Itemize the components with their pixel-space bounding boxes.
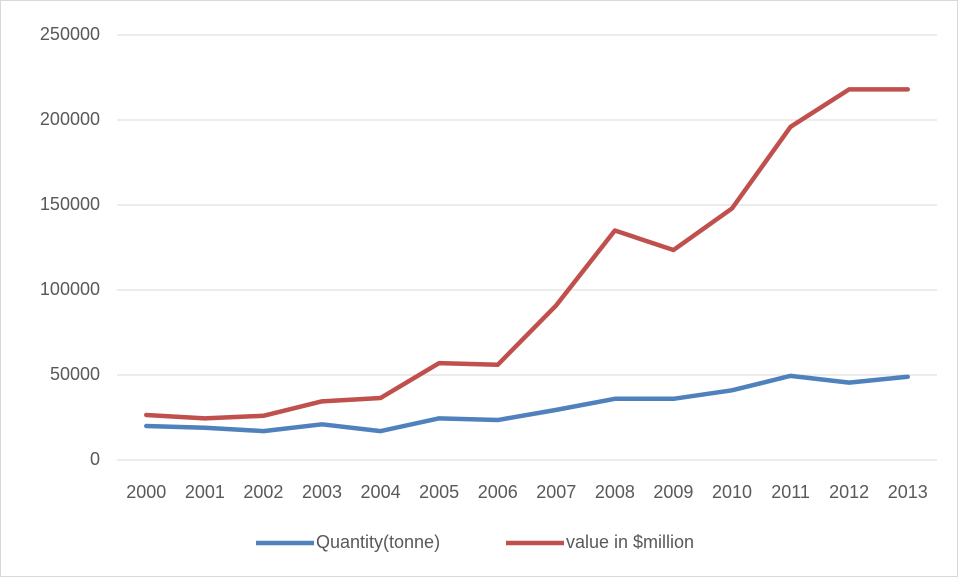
- y-tick-label: 0: [90, 449, 100, 469]
- x-tick-label: 2000: [126, 482, 166, 502]
- x-tick-label: 2003: [302, 482, 342, 502]
- x-tick-label: 2010: [712, 482, 752, 502]
- x-tick-label: 2007: [536, 482, 576, 502]
- legend-label: Quantity(tonne): [316, 532, 440, 552]
- legend-label: value in $million: [566, 532, 694, 552]
- x-tick-label: 2012: [829, 482, 869, 502]
- y-tick-label: 200000: [40, 109, 100, 129]
- x-tick-label: 2013: [888, 482, 928, 502]
- x-tick-label: 2006: [478, 482, 518, 502]
- x-tick-label: 2001: [185, 482, 225, 502]
- x-tick-label: 2002: [243, 482, 283, 502]
- y-tick-label: 50000: [50, 364, 100, 384]
- line-series: [144, 87, 910, 421]
- x-tick-label: 2011: [771, 482, 810, 502]
- x-tick-label: 2009: [653, 482, 693, 502]
- x-tick-label: 2005: [419, 482, 459, 502]
- y-tick-label: 150000: [40, 194, 100, 214]
- line-series: [144, 373, 910, 434]
- x-tick-label: 2004: [361, 482, 401, 502]
- y-tick-label: 250000: [40, 24, 100, 44]
- y-tick-label: 100000: [40, 279, 100, 299]
- x-tick-label: 2008: [595, 482, 635, 502]
